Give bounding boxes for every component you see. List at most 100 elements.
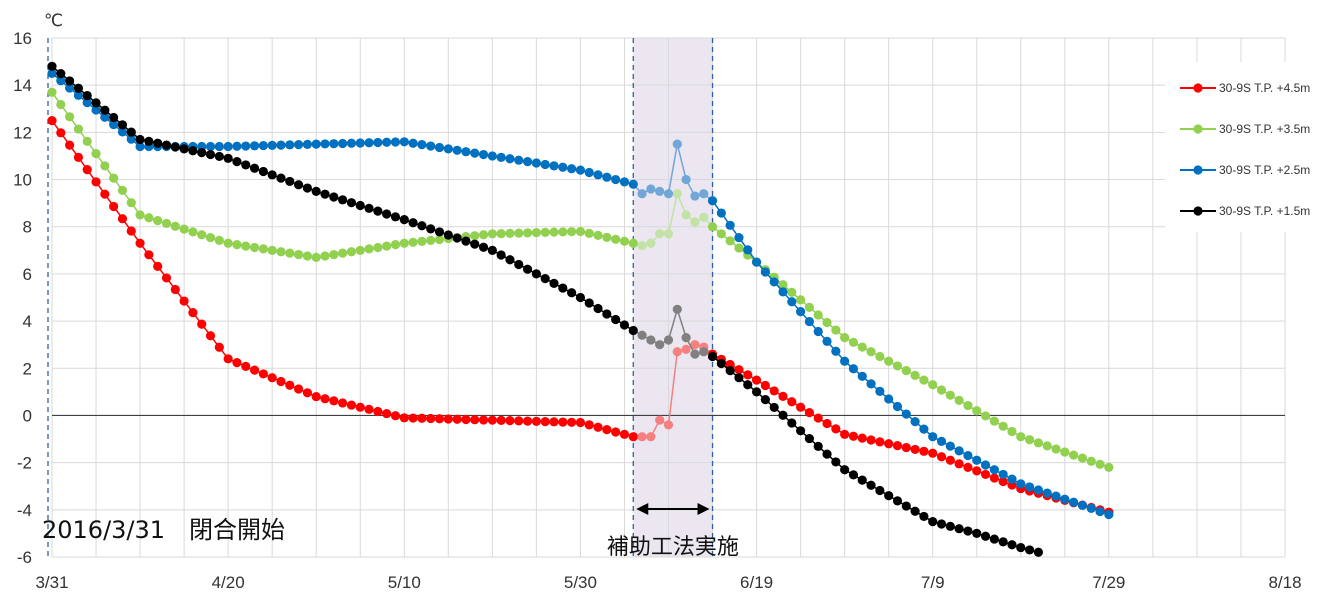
data-point: [866, 379, 876, 389]
data-point: [1007, 426, 1017, 437]
data-point: [919, 424, 929, 434]
data-point: [461, 414, 471, 425]
data-point: [1077, 453, 1088, 463]
data-point: [170, 284, 180, 295]
data-point: [637, 330, 647, 340]
data-point: [558, 227, 568, 237]
data-point: [443, 414, 453, 424]
legend-marker: [1193, 83, 1203, 93]
data-point: [857, 342, 867, 352]
data-point: [338, 248, 348, 258]
data-point: [82, 90, 92, 101]
data-point: [197, 319, 207, 329]
data-point: [65, 76, 75, 86]
data-point: [109, 112, 119, 123]
data-point: [549, 278, 559, 288]
data-point: [1024, 435, 1035, 445]
data-point: [249, 365, 260, 375]
data-point: [593, 422, 603, 432]
data-point: [179, 224, 189, 234]
data-point: [373, 137, 383, 148]
data-point: [126, 198, 136, 208]
series-1: [47, 115, 1114, 517]
data-point: [487, 151, 497, 161]
data-point: [725, 366, 735, 376]
data-point: [663, 189, 674, 199]
data-point: [593, 303, 603, 314]
data-point: [399, 413, 409, 423]
data-point: [443, 144, 453, 154]
data-point: [910, 506, 920, 516]
data-point: [796, 402, 806, 412]
data-point: [496, 152, 506, 162]
data-point: [241, 141, 251, 151]
data-point: [170, 221, 180, 231]
data-point: [205, 149, 216, 160]
data-point: [390, 411, 401, 421]
data-point: [875, 485, 885, 496]
legend-label: 30-9S T.P. +2.5m: [1219, 163, 1310, 177]
data-point: [787, 397, 797, 407]
data-point: [1060, 494, 1070, 504]
data-point: [954, 459, 964, 469]
data-point: [232, 358, 242, 368]
data-point: [619, 236, 630, 246]
data-point: [276, 247, 286, 257]
data-point: [267, 170, 277, 180]
data-point: [1077, 500, 1088, 510]
data-point: [1042, 441, 1052, 451]
data-point: [514, 228, 524, 238]
data-point: [91, 148, 101, 159]
data-point: [170, 142, 180, 152]
data-point: [65, 140, 75, 150]
x-tick-label: 4/20: [212, 573, 245, 592]
data-point: [646, 238, 656, 248]
data-point: [267, 373, 277, 383]
data-point: [1007, 540, 1017, 550]
y-tick-label: 4: [23, 312, 32, 331]
data-point: [611, 174, 621, 185]
data-point: [470, 239, 480, 249]
data-point: [470, 231, 480, 241]
data-point: [972, 406, 982, 416]
data-point: [223, 153, 233, 163]
data-point: [249, 163, 260, 173]
data-point: [249, 141, 260, 151]
data-point: [188, 307, 198, 318]
data-point: [831, 424, 841, 434]
data-point: [399, 238, 409, 248]
data-point: [399, 137, 409, 147]
y-tick-label: -4: [17, 501, 32, 520]
data-point: [232, 157, 242, 167]
data-point: [1095, 506, 1105, 517]
data-point: [1024, 545, 1035, 555]
data-point: [531, 228, 541, 238]
data-point: [338, 195, 348, 205]
data-point: [434, 234, 445, 245]
data-point: [373, 242, 383, 253]
data-point: [1095, 459, 1105, 469]
data-point: [787, 287, 797, 297]
data-point: [505, 228, 515, 238]
data-point: [884, 356, 894, 366]
data-point: [197, 148, 207, 158]
legend-marker: [1193, 124, 1203, 134]
data-point: [126, 127, 136, 137]
data-point: [153, 138, 163, 148]
data-point: [980, 460, 991, 470]
data-point: [434, 227, 445, 237]
data-point: [690, 217, 700, 227]
data-point: [390, 137, 401, 147]
data-point: [56, 128, 66, 138]
data-point: [267, 245, 277, 255]
x-tick-label: 5/30: [564, 573, 597, 592]
data-point: [919, 375, 929, 385]
data-point: [188, 146, 198, 156]
x-tick-label: 7/9: [921, 573, 945, 592]
data-point: [646, 335, 656, 345]
data-point: [796, 307, 806, 317]
data-point: [725, 220, 735, 230]
data-point: [47, 87, 57, 97]
